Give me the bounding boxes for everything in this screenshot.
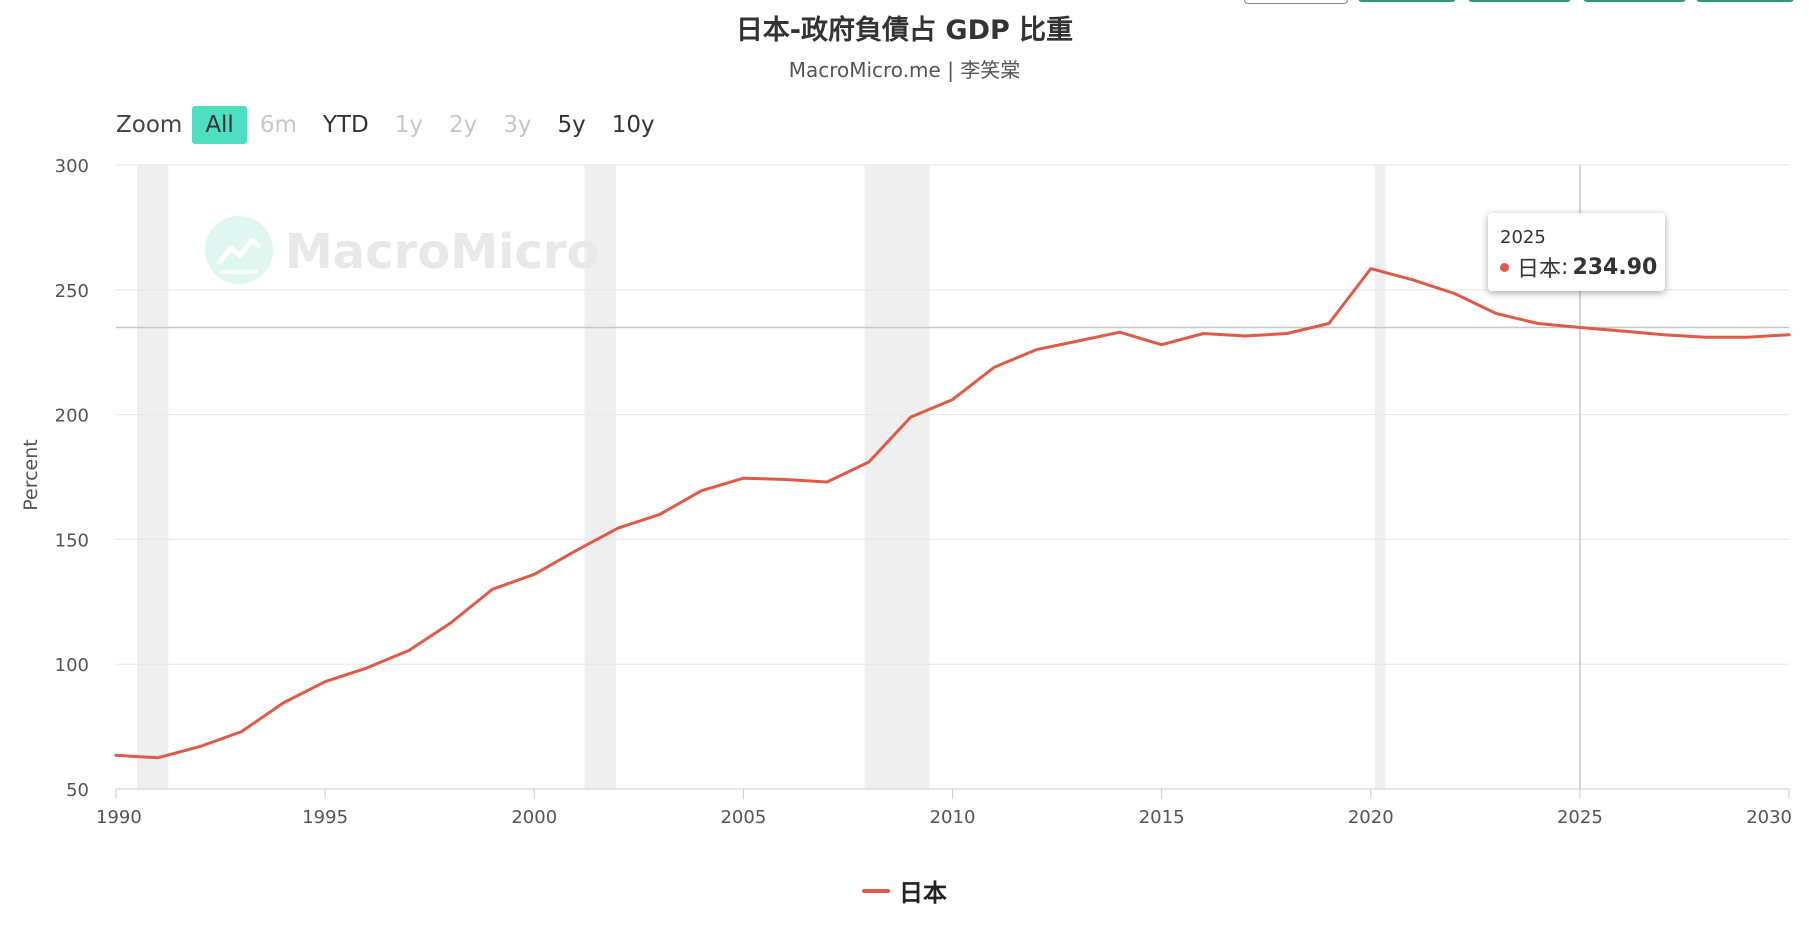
tooltip-year: 2025 [1500,227,1546,248]
y-tick-label: 300 [55,156,89,177]
top-toolbar-button[interactable] [1583,0,1686,2]
top-toolbar-button[interactable] [1358,0,1456,2]
y-tick-label: 100 [55,655,89,676]
tooltip-series-dot [1500,262,1509,272]
legend[interactable]: 日本 [0,873,1809,908]
zoom-button-ytd[interactable]: YTD [322,112,369,138]
recession-band [1374,165,1386,789]
chart-subtitle: MacroMicro.me | 李笑棠 [788,58,1021,82]
zoom-selector: Zoom All 6m YTD 1y 2y 3y 5y 10y [116,106,668,144]
top-toolbar-button[interactable] [1696,0,1794,2]
recession-band [864,165,930,789]
x-tick-label: 2005 [720,807,766,828]
x-tick-label: 1995 [302,807,348,828]
y-axis-label: Percent [20,439,42,511]
zoom-button-all[interactable]: All [192,106,247,144]
tooltip-series-name: 日本 [1517,257,1562,282]
y-tick-label: 50 [66,780,89,801]
chart-title: 日本-政府負債占 GDP 比重 [735,15,1074,46]
zoom-button-10y[interactable]: 10y [611,112,655,138]
recession-band [584,165,616,789]
tooltip-value: 234.90 [1572,254,1658,280]
series-line-japan [114,267,1791,760]
tooltip-colon: : [1561,254,1569,280]
x-tick-label: 2010 [930,807,976,828]
y-tick-label: 250 [55,281,89,302]
y-tick-label: 200 [55,406,89,427]
zoom-button-6m[interactable]: 6m [259,112,297,138]
x-tick-label: 2020 [1348,807,1394,828]
watermark-text: MacroMicro [285,224,600,280]
recession-band [136,165,169,789]
x-tick-label: 2025 [1557,807,1603,828]
tooltip: 2025 日本: 234.90 [1488,213,1665,291]
top-toolbar-button[interactable] [1468,0,1571,2]
zoom-button-3y[interactable]: 3y [503,112,532,138]
zoom-button-2y[interactable]: 2y [448,112,478,138]
y-tick-label: 150 [55,530,89,551]
legend-line-swatch [862,888,890,893]
x-tick-label: 2030 [1746,807,1792,828]
tooltip-row: 日本: 234.90 [1500,251,1657,283]
x-tick-label: 1990 [96,807,142,828]
watermark: MacroMicro [205,216,600,284]
zoom-label: Zoom [116,112,183,138]
zoom-button-5y[interactable]: 5y [557,112,586,138]
zoom-button-1y[interactable]: 1y [394,112,423,138]
legend-item-label[interactable]: 日本 [899,879,947,907]
x-tick-label: 2015 [1139,807,1185,828]
x-tick-label: 2000 [511,807,557,828]
